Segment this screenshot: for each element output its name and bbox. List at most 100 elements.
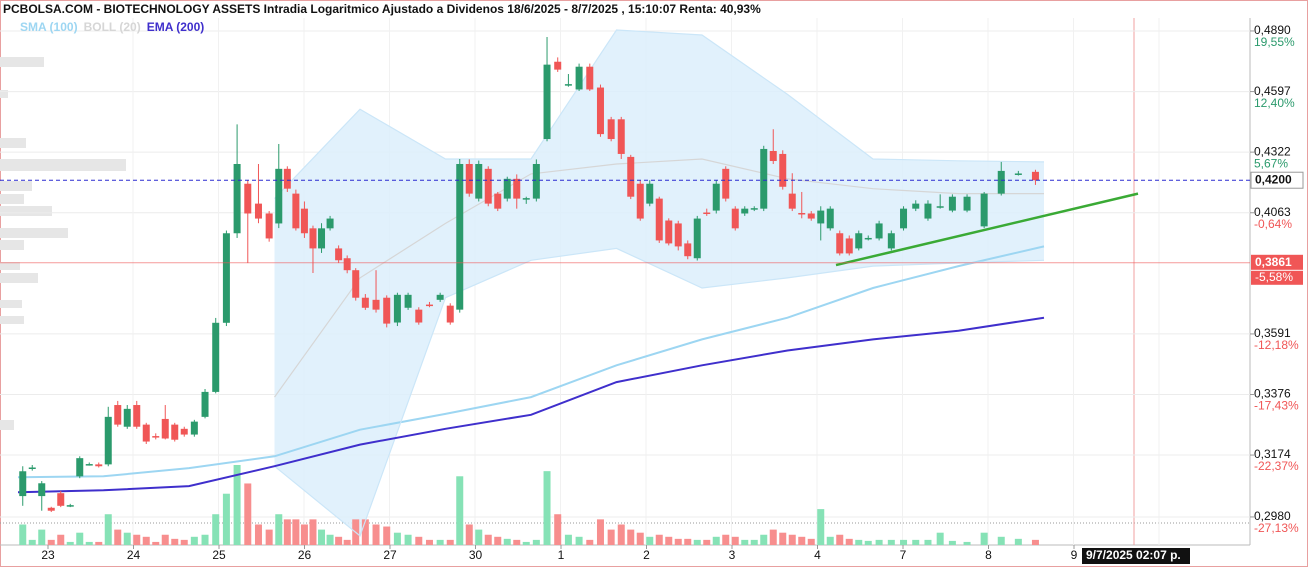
y-tick-change: 19,55% (1254, 35, 1295, 49)
candle-body (750, 208, 758, 210)
candle-body (494, 193, 502, 209)
y-tick-label: 0,4322 (1254, 144, 1291, 158)
y-tick-change: -22,37% (1254, 459, 1299, 473)
candle-body (446, 305, 454, 323)
candle-body (1014, 173, 1022, 175)
candle-body (674, 223, 682, 247)
candle-body (66, 505, 74, 507)
volume-bar (779, 532, 787, 545)
candle-body (875, 223, 883, 239)
y-tick-change: -27,13% (1254, 521, 1299, 535)
candle-body (636, 183, 644, 219)
candle-body (233, 163, 241, 234)
volume-bar (532, 539, 540, 545)
candle-body (465, 163, 473, 194)
candle-body (607, 119, 615, 140)
candle-body (300, 208, 308, 234)
candle-body (779, 153, 787, 187)
volume-bar (446, 539, 454, 545)
volume-bar (19, 524, 27, 545)
candle-body (948, 196, 956, 211)
candle-body (627, 156, 635, 197)
candle-body (142, 424, 150, 442)
candle-body (484, 168, 492, 204)
indicator-line (17, 245, 1045, 479)
cursor-box (1082, 548, 1190, 564)
volume-bar (586, 539, 594, 545)
candle-body (335, 248, 343, 261)
candle-body (586, 66, 594, 90)
volume-bar (646, 536, 654, 545)
candle-body (912, 203, 920, 209)
volume-bar (617, 524, 625, 545)
candle-body (456, 163, 464, 310)
y-tick-change: 5,67% (1254, 156, 1288, 170)
volume-bar (750, 539, 758, 545)
candle-body (19, 471, 27, 497)
candle-body (836, 233, 844, 254)
candle-body (326, 218, 334, 229)
volume-bar (475, 529, 483, 545)
y-tick-change: -12,18% (1254, 338, 1299, 352)
candle-body (244, 183, 252, 214)
volume-bar (655, 534, 663, 545)
volume-bar (47, 539, 55, 545)
candle-body (617, 119, 625, 154)
candle-body (190, 421, 198, 435)
candle-body (924, 203, 932, 219)
candle-body (393, 294, 401, 323)
candle-body (180, 428, 188, 435)
y-tick-change: -17,43% (1254, 399, 1299, 413)
candle-body (352, 270, 360, 298)
volume-bar (826, 536, 834, 545)
volume-bar (152, 541, 160, 545)
candle-body (28, 467, 36, 470)
candle-body (222, 233, 230, 323)
volume-bar (383, 526, 391, 545)
candle-body (684, 243, 692, 257)
y-tick-label: 0,3174 (1254, 447, 1291, 461)
volume-bar (924, 539, 932, 545)
candle-body (161, 418, 169, 439)
volume-bar (425, 539, 433, 545)
volume-bar (963, 541, 971, 545)
volume-bar (936, 532, 944, 545)
indicator-line (274, 247, 1045, 537)
volume-bar (244, 483, 252, 545)
candle-body (522, 198, 530, 200)
chart-title: PCBOLSA.COM - BIOTECHNOLOGY ASSETS Intra… (3, 2, 761, 16)
volume-bar (596, 519, 604, 545)
candle-body (265, 213, 273, 239)
candle-body (963, 196, 971, 211)
volume-bar (66, 541, 74, 545)
candle-body (292, 193, 300, 229)
volume-bar (693, 539, 701, 545)
x-tick-label: 9 (1071, 548, 1078, 562)
y-tick-label: 0,4890 (1254, 23, 1291, 37)
candle-body (712, 183, 720, 211)
candle-body (104, 416, 112, 465)
candle-body (693, 218, 701, 259)
volume-bar (836, 534, 844, 545)
candle-body (76, 458, 84, 477)
volume-bar (817, 509, 825, 545)
reference-change: -5,58% (1255, 270, 1293, 284)
x-tick-label: 4 (814, 548, 821, 562)
candle-body (760, 148, 768, 209)
candle-body (475, 163, 483, 199)
volume-bar (864, 540, 872, 545)
candle-body (372, 299, 380, 310)
volume-bar (361, 519, 369, 545)
volume-bar (731, 536, 739, 545)
volume-bar (300, 524, 308, 545)
candle-body (309, 228, 317, 249)
candle-body (152, 436, 160, 438)
volume-bar (283, 519, 291, 545)
candle-body (864, 237, 872, 240)
reference-label: 0,3861 (1255, 255, 1292, 269)
volume-bar (900, 539, 908, 545)
candle-body (807, 213, 815, 219)
volume-bar (948, 540, 956, 545)
volume-bar (845, 538, 853, 545)
candle-body (769, 150, 777, 162)
